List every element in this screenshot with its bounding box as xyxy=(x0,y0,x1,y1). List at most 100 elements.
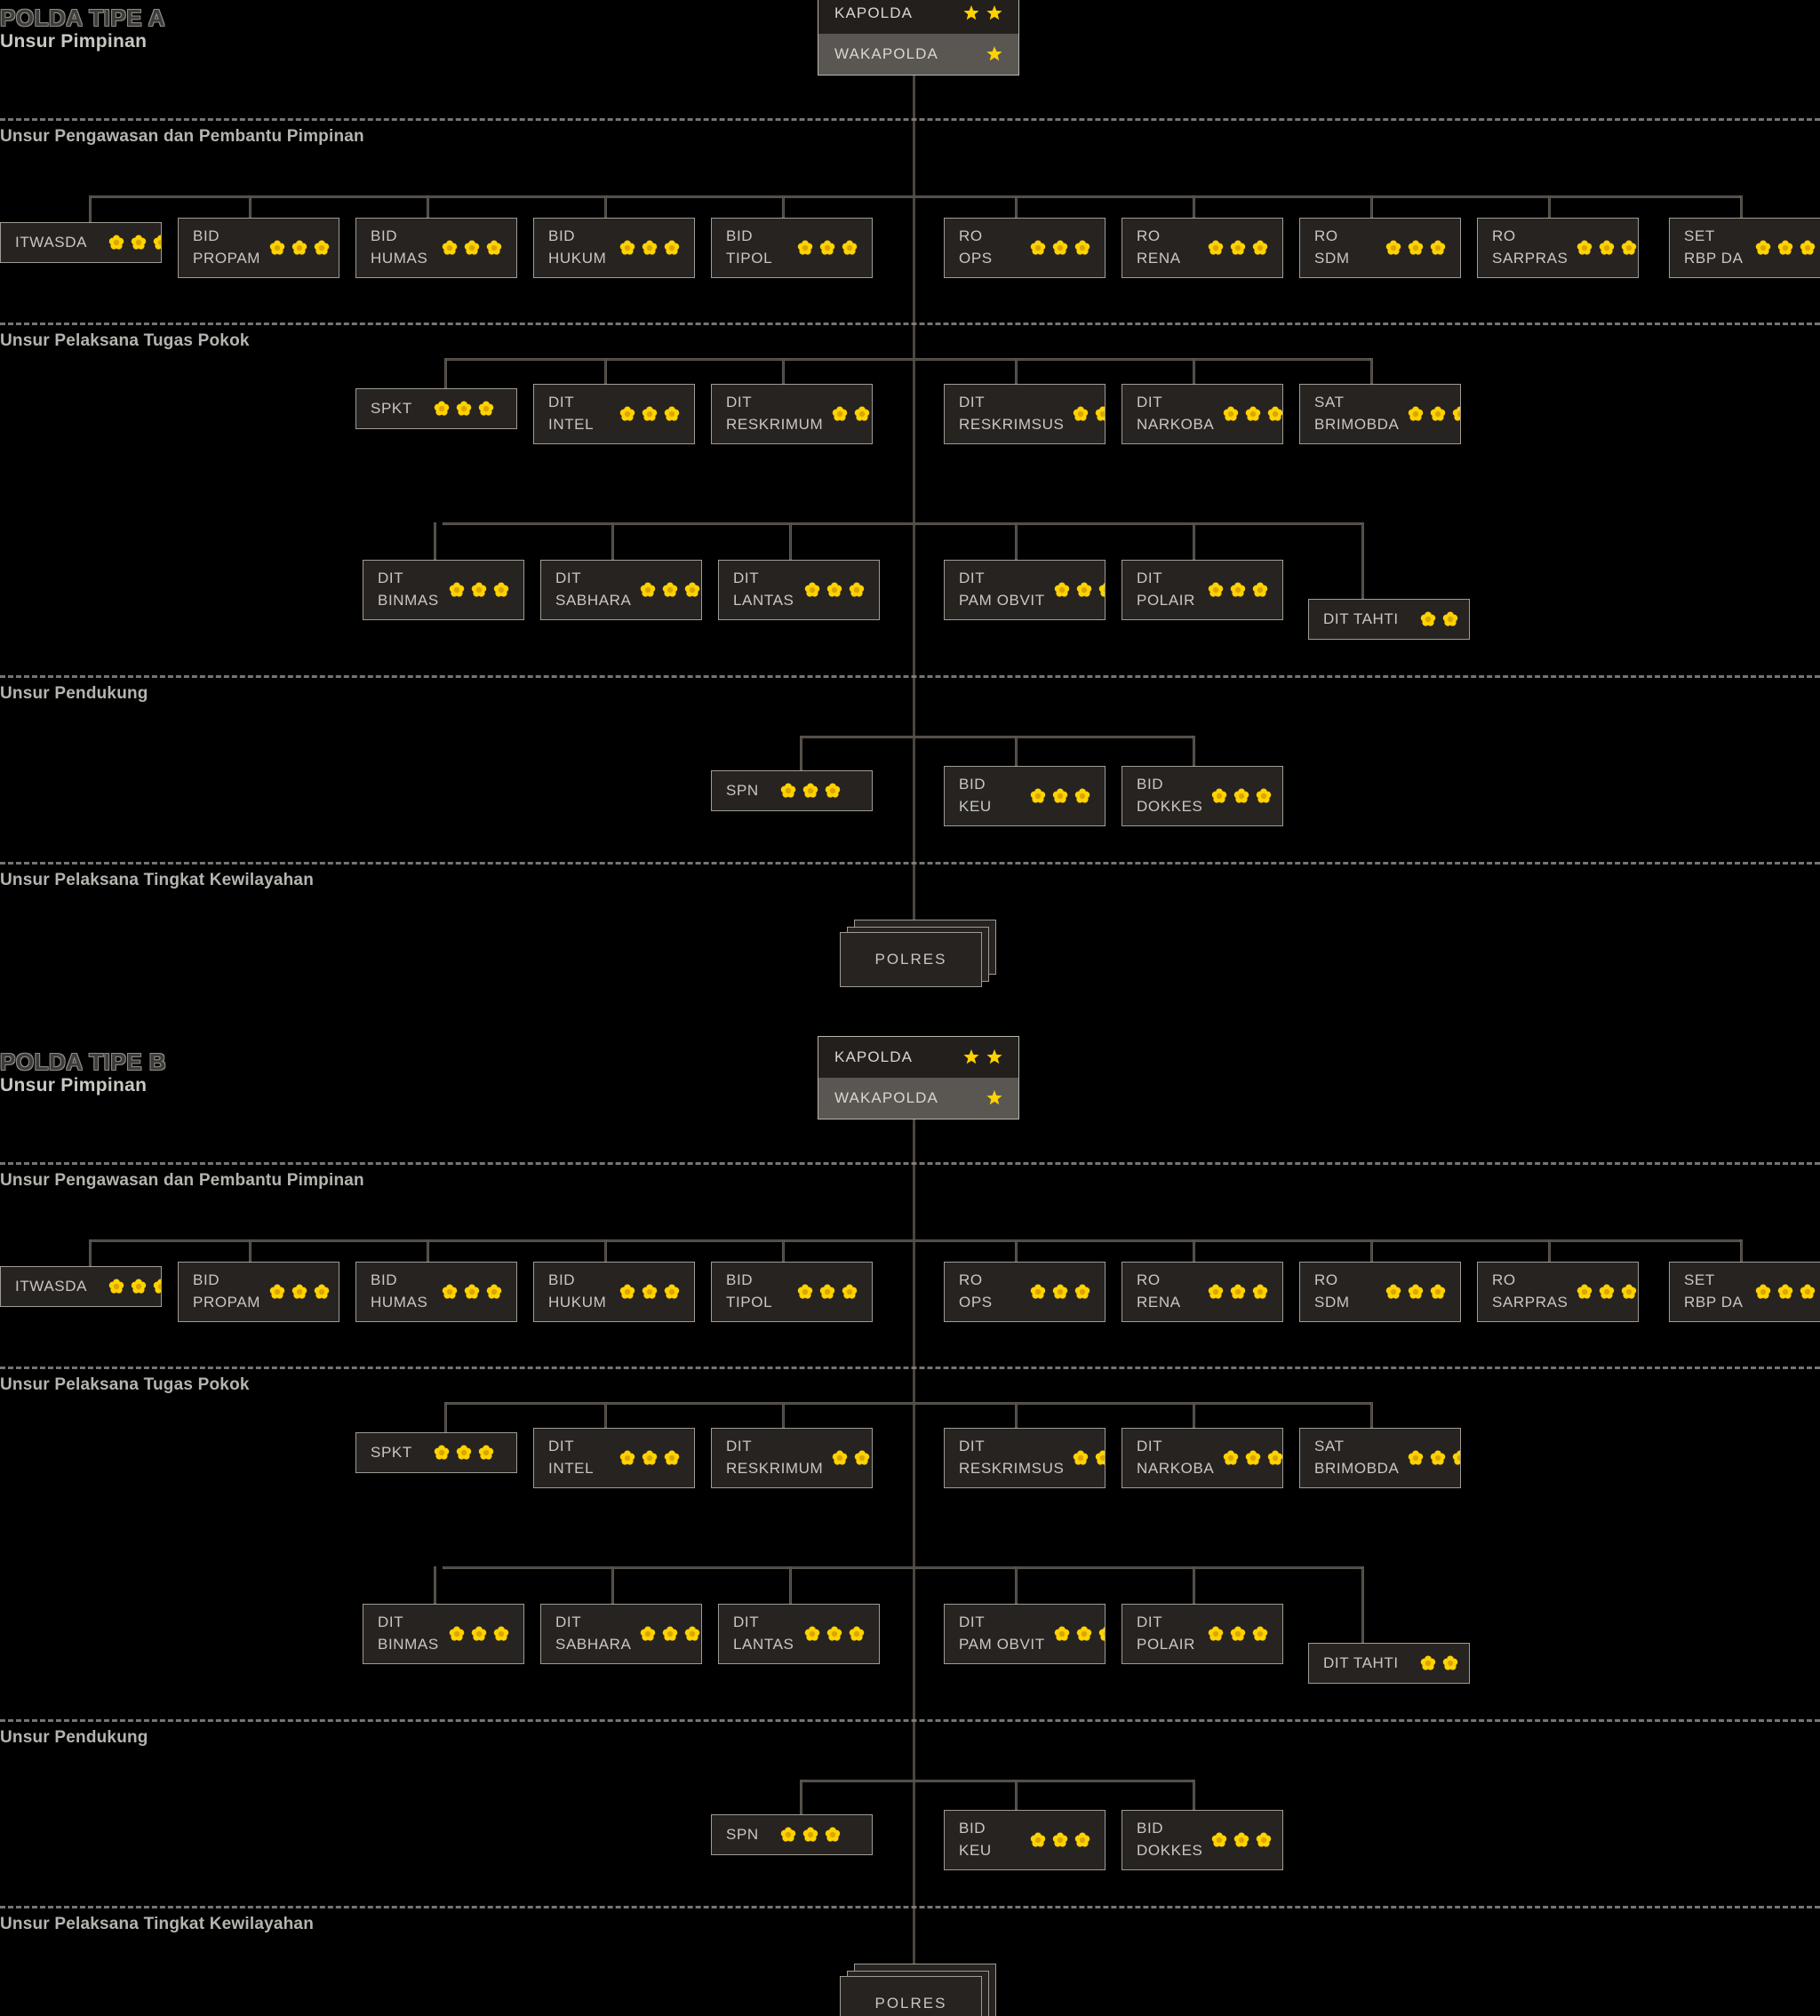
rank-insignia-group xyxy=(1202,1832,1272,1848)
tipe-b-node-bid-dokkes[interactable]: BID DOKKES xyxy=(1122,1810,1283,1870)
melati-icon xyxy=(314,240,330,256)
melati-icon xyxy=(1452,1450,1460,1466)
melati-icon xyxy=(449,582,465,598)
tipe-a-node-dit-reskrimum[interactable]: DIT RESKRIMUM xyxy=(711,384,873,444)
rank-insignia-group xyxy=(1199,1626,1268,1642)
tipe-b-node-dit-binmas[interactable]: DIT BINMAS xyxy=(363,1604,524,1664)
tipe-a-wakapolda-row[interactable]: WAKAPOLDA xyxy=(818,34,1018,75)
tipe-a-kapolda-row[interactable]: KAPOLDA xyxy=(818,0,1018,34)
tipe-a-node-dit-pam-obvit[interactable]: DIT PAM OBVIT xyxy=(944,560,1106,620)
node-label: BID KEU xyxy=(959,776,992,815)
tipe-a-node-bid-humas[interactable]: BID HUMAS xyxy=(355,218,517,278)
tipe-a-node-dit-reskrimsus[interactable]: DIT RESKRIMSUS xyxy=(944,384,1106,444)
rank-insignia-group xyxy=(771,783,841,799)
tipe-a-leader-box[interactable]: KAPOLDA WAKAPOLDA xyxy=(818,0,1019,76)
tipe-a-node-spn[interactable]: SPN xyxy=(711,770,873,811)
melati-icon xyxy=(842,1284,858,1300)
tipe-b-node-itwasda[interactable]: ITWASDA xyxy=(0,1266,162,1307)
tipe-b-node-dit-intel[interactable]: DIT INTEL xyxy=(533,1428,695,1488)
tipe-b-node-dit-polair[interactable]: DIT POLAIR xyxy=(1122,1604,1283,1664)
tipe-b-wakapolda-row[interactable]: WAKAPOLDA xyxy=(818,1078,1018,1119)
tipe-b-node-ro-sarpras[interactable]: RO SARPRAS xyxy=(1477,1262,1639,1322)
rank-insignia-group xyxy=(1377,240,1446,256)
melati-icon xyxy=(464,1284,480,1300)
tipe-a-node-ro-ops[interactable]: RO OPS xyxy=(944,218,1106,278)
tipe-b-node-set-rbp-da[interactable]: SET RBP DA xyxy=(1669,1262,1820,1322)
tipe-a-node-dit-tahti[interactable]: DIT TAHTI xyxy=(1308,599,1470,640)
melati-icon xyxy=(1245,1450,1261,1466)
tipe-b-node-bid-propam[interactable]: BID PROPAM xyxy=(178,1262,339,1322)
melati-icon xyxy=(640,1626,656,1642)
node-label: BID HUMAS xyxy=(371,227,428,267)
tipe-b-node-ro-rena[interactable]: RO RENA xyxy=(1122,1262,1283,1322)
tipe-b-node-sat-brimobda[interactable]: SAT BRIMOBDA xyxy=(1299,1428,1461,1488)
tipe-a-node-bid-tipol[interactable]: BID TIPOL xyxy=(711,218,873,278)
melati-icon xyxy=(1256,788,1272,804)
melati-icon xyxy=(662,1626,678,1642)
melati-icon xyxy=(1098,582,1105,598)
melati-icon xyxy=(464,240,480,256)
tipe-b-node-bid-tipol[interactable]: BID TIPOL xyxy=(711,1262,873,1322)
tipe-b-divider-kewilayahan xyxy=(0,1906,1820,1908)
melati-icon xyxy=(802,783,818,799)
node-label: DIT LANTAS xyxy=(733,1614,794,1653)
tipe-a-node-set-rbp-da[interactable]: SET RBP DA xyxy=(1669,218,1820,278)
melati-icon xyxy=(314,1284,330,1300)
melati-icon xyxy=(849,582,865,598)
tipe-a-node-itwasda[interactable]: ITWASDA xyxy=(0,222,162,263)
tipe-a-node-bid-propam[interactable]: BID PROPAM xyxy=(178,218,339,278)
tipe-b-node-dit-lantas[interactable]: DIT LANTAS xyxy=(718,1604,880,1664)
melati-icon xyxy=(1076,1626,1092,1642)
tipe-a-node-sat-brimobda[interactable]: SAT BRIMOBDA xyxy=(1299,384,1461,444)
melati-icon xyxy=(269,1284,285,1300)
melati-icon xyxy=(1030,788,1046,804)
tipe-b-kapolda-row[interactable]: KAPOLDA xyxy=(818,1037,1018,1078)
melati-icon xyxy=(1755,1284,1771,1300)
melati-icon xyxy=(780,1827,796,1843)
tipe-a-node-dit-sabhara[interactable]: DIT SABHARA xyxy=(540,560,702,620)
tipe-a-node-bid-dokkes[interactable]: BID DOKKES xyxy=(1122,766,1283,826)
tipe-b-node-dit-reskrimsus[interactable]: DIT RESKRIMSUS xyxy=(944,1428,1106,1488)
tipe-b-node-bid-keu[interactable]: BID KEU xyxy=(944,1810,1106,1870)
tipe-a-node-polres[interactable]: POLRES xyxy=(840,920,1000,989)
tipe-b-node-polres[interactable]: POLRES xyxy=(840,1964,1000,2016)
tipe-a-pelaksana1-stub-1 xyxy=(604,358,607,384)
tipe-a-node-ro-sarpras[interactable]: RO SARPRAS xyxy=(1477,218,1639,278)
tipe-a-node-dit-lantas[interactable]: DIT LANTAS xyxy=(718,560,880,620)
rank-insignia-group xyxy=(1199,240,1268,256)
tipe-a-node-spkt[interactable]: SPKT xyxy=(355,388,517,429)
tipe-b-node-spkt[interactable]: SPKT xyxy=(355,1432,517,1473)
tipe-a-node-bid-keu[interactable]: BID KEU xyxy=(944,766,1106,826)
tipe-b-node-dit-narkoba[interactable]: DIT NARKOBA xyxy=(1122,1428,1283,1488)
tipe-a-node-ro-rena[interactable]: RO RENA xyxy=(1122,218,1283,278)
tipe-b-node-ro-ops[interactable]: RO OPS xyxy=(944,1262,1106,1322)
polres-card-front[interactable]: POLRES xyxy=(840,1976,982,2016)
tipe-a-node-ro-sdm[interactable]: RO SDM xyxy=(1299,218,1461,278)
tipe-a-divider-pelaksana xyxy=(0,323,1820,325)
melati-icon xyxy=(1577,1284,1592,1300)
node-label: DIT INTEL xyxy=(548,394,595,433)
tipe-a-node-dit-binmas[interactable]: DIT BINMAS xyxy=(363,560,524,620)
tipe-a-pelaksana2-bus xyxy=(443,522,1361,525)
polres-card-front[interactable]: POLRES xyxy=(840,932,982,987)
tipe-b-node-dit-reskrimum[interactable]: DIT RESKRIMUM xyxy=(711,1428,873,1488)
melati-icon xyxy=(619,1450,635,1466)
tipe-a-node-dit-polair[interactable]: DIT POLAIR xyxy=(1122,560,1283,620)
tipe-b-pelaksana2-stub-0 xyxy=(434,1566,436,1604)
tipe-b-node-dit-pam-obvit[interactable]: DIT PAM OBVIT xyxy=(944,1604,1106,1664)
node-label: DIT SABHARA xyxy=(555,570,632,609)
tipe-b-pengawasan-stub-7 xyxy=(1370,1239,1373,1262)
tipe-b-node-bid-hukum[interactable]: BID HUKUM xyxy=(533,1262,695,1322)
tipe-b-node-spn[interactable]: SPN xyxy=(711,1814,873,1855)
tipe-b-leader-box[interactable]: KAPOLDA WAKAPOLDA xyxy=(818,1036,1019,1120)
tipe-b-node-bid-humas[interactable]: BID HUMAS xyxy=(355,1262,517,1322)
tipe-b-node-dit-sabhara[interactable]: DIT SABHARA xyxy=(540,1604,702,1664)
tipe-a-node-bid-hukum[interactable]: BID HUKUM xyxy=(533,218,695,278)
tipe-b-node-dit-tahti[interactable]: DIT TAHTI xyxy=(1308,1643,1470,1684)
melati-icon xyxy=(1385,240,1401,256)
rank-insignia-group xyxy=(1199,582,1268,598)
tipe-a-node-dit-intel[interactable]: DIT INTEL xyxy=(533,384,695,444)
melati-icon xyxy=(1621,240,1637,256)
tipe-b-node-ro-sdm[interactable]: RO SDM xyxy=(1299,1262,1461,1322)
tipe-a-node-dit-narkoba[interactable]: DIT NARKOBA xyxy=(1122,384,1283,444)
